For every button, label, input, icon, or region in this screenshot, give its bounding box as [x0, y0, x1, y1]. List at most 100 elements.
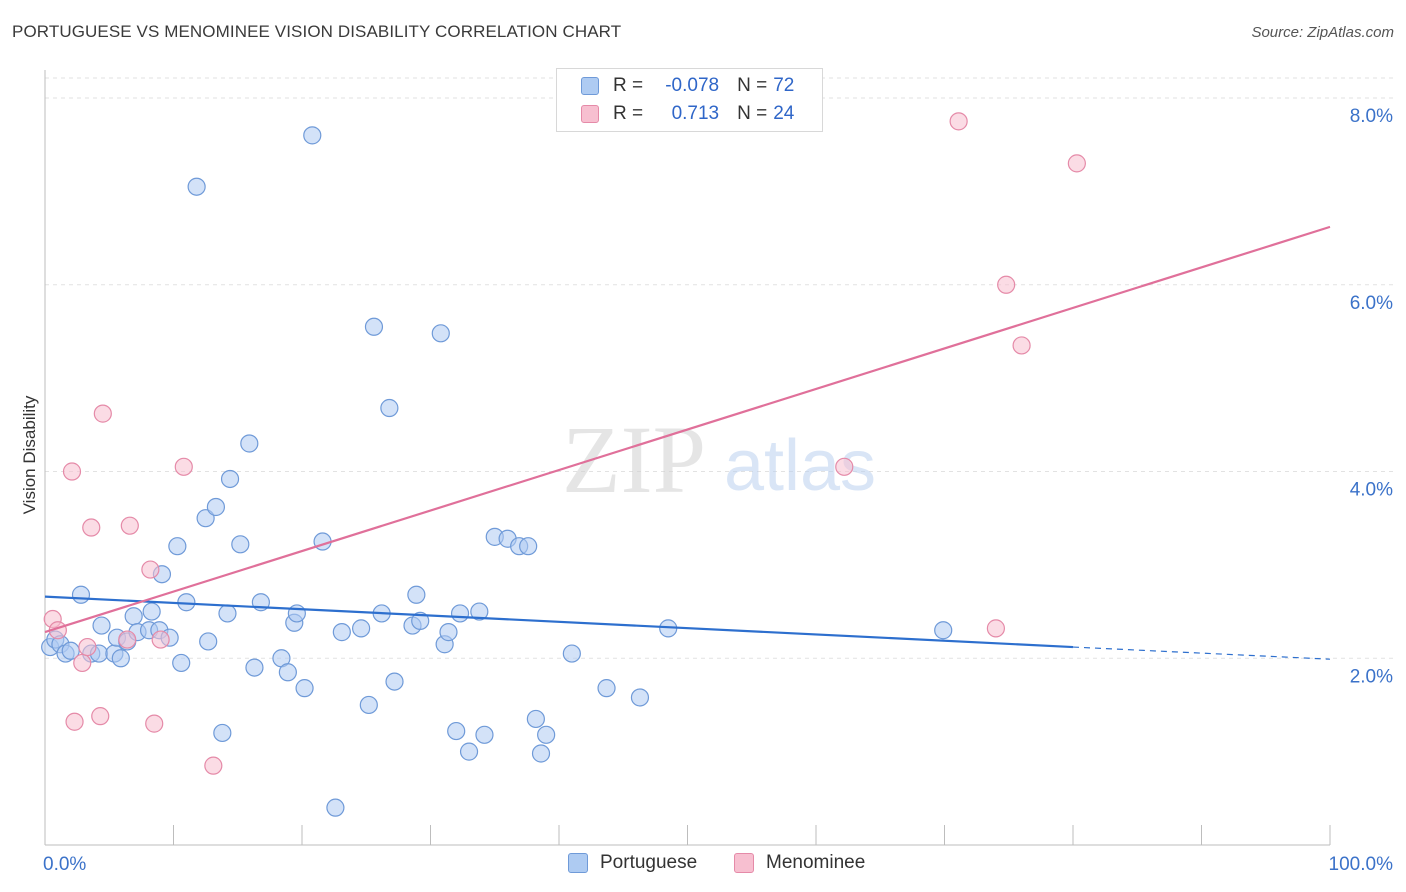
portuguese-point [332, 623, 351, 642]
legend-row-portuguese: R = -0.078 N = 72 [581, 73, 794, 99]
portuguese-point [303, 126, 322, 145]
portuguese-point [245, 658, 264, 677]
portuguese-point [213, 723, 232, 743]
legend-label: Portuguese [600, 852, 698, 873]
menominee-point [204, 756, 223, 775]
portuguese-point [196, 509, 215, 528]
menominee-trendline [44, 225, 1331, 634]
portuguese-point [287, 604, 306, 623]
menominee-swatch [734, 853, 754, 873]
portuguese-point [295, 679, 314, 698]
portuguese-point [142, 602, 161, 621]
portuguese-point [278, 663, 297, 682]
source-label: Source: ZipAtlas.com [1251, 24, 1394, 41]
menominee-point [78, 637, 97, 657]
portuguese-point [597, 679, 616, 698]
y-tick-label: 4.0% [1350, 480, 1393, 501]
menominee-point [65, 712, 84, 731]
portuguese-point [459, 742, 479, 761]
portuguese-swatch [568, 853, 588, 873]
portuguese-point [934, 621, 953, 640]
menominee-point [835, 457, 854, 476]
portuguese-point [111, 649, 130, 668]
legend-label: Menominee [766, 852, 866, 873]
stats-legend: R = -0.078 N = 72 R = 0.713 N = 24 [556, 68, 823, 132]
portuguese-point [187, 177, 206, 196]
portuguese-point [450, 604, 470, 623]
portuguese-point [364, 317, 384, 336]
n-label: N = [737, 103, 768, 124]
portuguese-point [326, 798, 345, 817]
menominee-point [1012, 336, 1031, 355]
menominee-point [141, 560, 160, 579]
menominee-point [174, 457, 193, 476]
legend-item-menominee[interactable]: Menominee [734, 852, 865, 874]
n-value: 24 [773, 103, 795, 124]
x-tick-label: 0.0% [43, 854, 86, 875]
portuguese-point [519, 537, 538, 556]
portuguese-point [470, 602, 489, 621]
y-tick-label: 8.0% [1350, 106, 1393, 127]
portuguese-point [359, 695, 378, 715]
portuguese-point [218, 604, 237, 623]
portuguese-point [240, 434, 259, 453]
portuguese-point [172, 653, 191, 673]
portuguese-point [447, 721, 466, 741]
watermark-zip: ZIP [562, 406, 706, 513]
portuguese-point [380, 398, 399, 418]
portuguese-point [475, 725, 494, 744]
portuguese-point [124, 607, 143, 626]
portuguese-point [168, 537, 187, 556]
menominee-point [997, 275, 1016, 294]
menominee-point [93, 404, 112, 423]
menominee-point [62, 462, 82, 481]
menominee-point [151, 630, 170, 649]
portuguese-point [439, 623, 458, 642]
portuguese-point [630, 688, 650, 707]
portuguese-point [411, 611, 430, 631]
portuguese-trendline [44, 595, 1074, 649]
r-label: R = [613, 103, 644, 124]
portuguese-point [431, 324, 450, 343]
menominee-point [73, 653, 92, 673]
r-value: -0.078 [665, 75, 720, 96]
menominee-point [118, 630, 137, 649]
menominee-swatch [581, 105, 599, 123]
portuguese-point [199, 632, 218, 651]
points-layer [41, 112, 1086, 817]
portuguese-point [206, 497, 226, 517]
menominee-point [145, 714, 164, 733]
trend-layer [44, 225, 1331, 660]
portuguese-trendline-extension [1072, 646, 1331, 660]
axis-layer [44, 70, 1331, 846]
portuguese-point [407, 585, 426, 604]
n-value: 72 [773, 75, 795, 96]
tick-label-layer: 2.0% 4.0% 6.0% 8.0% 0.0% 100.0% [43, 106, 1393, 875]
portuguese-point [231, 535, 250, 554]
portuguese-point [526, 709, 545, 729]
portuguese-point [92, 616, 111, 635]
r-value: 0.713 [671, 103, 720, 124]
menominee-point [1067, 154, 1086, 173]
portuguese-point [537, 725, 556, 744]
portuguese-point [220, 469, 240, 489]
r-label: R = [613, 75, 644, 96]
legend-row-menominee: R = 0.713 N = 24 [581, 101, 794, 127]
portuguese-point [352, 619, 371, 638]
menominee-point [120, 516, 139, 535]
grid-layer [45, 77, 1393, 659]
portuguese-point [562, 644, 581, 663]
chart-title: PORTUGUESE VS MENOMINEE VISION DISABILIT… [12, 22, 622, 41]
menominee-point [986, 619, 1006, 638]
y-tick-label: 2.0% [1350, 666, 1393, 687]
watermark: ZIP atlas [562, 406, 876, 513]
portuguese-swatch [581, 77, 599, 95]
portuguese-point [385, 672, 404, 691]
legend-item-portuguese[interactable]: Portuguese [568, 852, 697, 874]
menominee-point [82, 518, 101, 537]
x-tick-label: 100.0% [1329, 854, 1394, 875]
portuguese-point [531, 744, 551, 763]
menominee-point [91, 707, 110, 726]
menominee-point [949, 112, 968, 131]
